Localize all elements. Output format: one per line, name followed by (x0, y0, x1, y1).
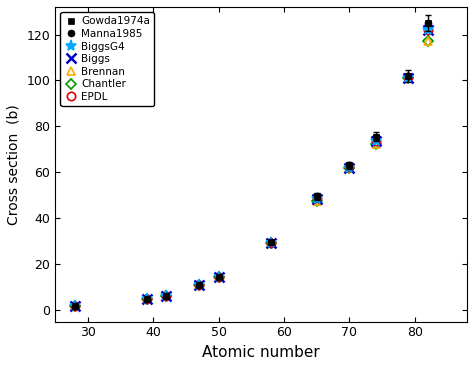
EPDL (405, 75, 411, 79)
BiggsG4 (314, 197, 319, 201)
Chantler (314, 199, 319, 203)
Line: Gowda1974a: Gowda1974a (72, 19, 431, 309)
Brennan (373, 141, 378, 146)
BiggsG4 (72, 304, 78, 308)
Gowda1974a (346, 163, 352, 168)
Chantler (373, 141, 378, 146)
Biggs (425, 28, 431, 32)
Gowda1974a (72, 304, 78, 308)
Chantler (346, 166, 352, 170)
EPDL (144, 297, 150, 301)
EPDL (72, 304, 78, 308)
Biggs (346, 166, 352, 170)
Chantler (72, 304, 78, 308)
Brennan (314, 199, 319, 203)
Brennan (216, 275, 221, 279)
BiggsG4 (144, 297, 150, 301)
Manna1985 (216, 275, 221, 279)
Gowda1974a (425, 21, 431, 25)
Text: E = 279.2 keV: E = 279.2 keV (68, 17, 152, 29)
Biggs (72, 304, 78, 308)
Manna1985 (268, 240, 274, 244)
Line: Brennan: Brennan (71, 37, 432, 310)
Chantler (164, 294, 169, 298)
Biggs (216, 275, 221, 279)
Brennan (346, 166, 352, 170)
EPDL (314, 196, 319, 200)
Legend: Gowda1974a, Manna1985, BiggsG4, Biggs, Brennan, Chantler, EPDL: Gowda1974a, Manna1985, BiggsG4, Biggs, B… (61, 12, 155, 106)
Brennan (164, 294, 169, 298)
Biggs (405, 76, 411, 80)
BiggsG4 (405, 76, 411, 80)
EPDL (373, 139, 378, 143)
Biggs (144, 297, 150, 301)
Brennan (425, 39, 431, 44)
BiggsG4 (268, 241, 274, 245)
EPDL (216, 275, 221, 279)
Manna1985 (425, 21, 431, 25)
Gowda1974a (268, 240, 274, 244)
Line: Chantler: Chantler (72, 38, 431, 309)
Chantler (268, 241, 274, 245)
Manna1985 (144, 297, 150, 301)
Brennan (268, 241, 274, 245)
Gowda1974a (405, 74, 411, 78)
Brennan (196, 283, 202, 287)
Chantler (425, 39, 431, 44)
EPDL (346, 164, 352, 169)
Manna1985 (405, 74, 411, 78)
Biggs (196, 283, 202, 287)
Chantler (144, 297, 150, 301)
Gowda1974a (314, 194, 319, 199)
Biggs (373, 139, 378, 143)
Line: BiggsG4: BiggsG4 (69, 24, 433, 311)
Line: EPDL: EPDL (71, 26, 432, 310)
EPDL (268, 241, 274, 245)
Manna1985 (164, 294, 169, 298)
Gowda1974a (373, 135, 378, 139)
Manna1985 (314, 194, 319, 199)
Line: Biggs: Biggs (70, 25, 433, 310)
Gowda1974a (144, 297, 150, 301)
Gowda1974a (196, 283, 202, 287)
Chantler (196, 283, 202, 287)
Manna1985 (373, 135, 378, 139)
EPDL (425, 28, 431, 32)
Manna1985 (196, 283, 202, 287)
Biggs (314, 197, 319, 201)
Chantler (405, 76, 411, 80)
X-axis label: Atomic number: Atomic number (202, 345, 320, 360)
BiggsG4 (425, 28, 431, 32)
Chantler (216, 275, 221, 279)
Gowda1974a (216, 275, 221, 279)
BiggsG4 (346, 166, 352, 170)
Brennan (72, 304, 78, 308)
Gowda1974a (164, 294, 169, 298)
Line: Manna1985: Manna1985 (72, 19, 431, 309)
Y-axis label: Cross section  (b): Cross section (b) (7, 104, 21, 225)
Biggs (268, 241, 274, 245)
BiggsG4 (196, 283, 202, 287)
Brennan (405, 76, 411, 80)
EPDL (164, 294, 169, 298)
BiggsG4 (216, 275, 221, 279)
BiggsG4 (373, 139, 378, 143)
Manna1985 (346, 163, 352, 168)
Biggs (164, 294, 169, 298)
EPDL (196, 283, 202, 287)
BiggsG4 (164, 294, 169, 298)
Brennan (144, 297, 150, 301)
Manna1985 (72, 304, 78, 308)
